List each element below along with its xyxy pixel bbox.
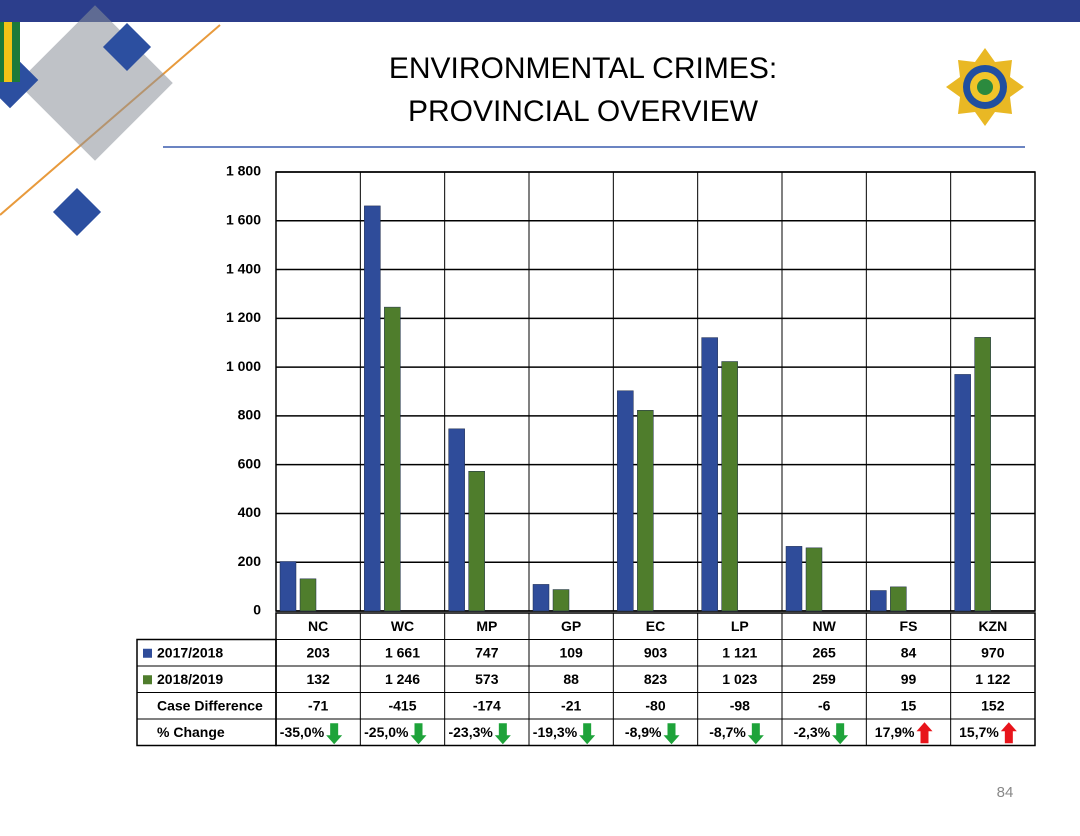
table-value: -71 bbox=[308, 697, 328, 713]
table-value: 823 bbox=[644, 671, 668, 687]
x-tick-label: LP bbox=[731, 618, 749, 634]
table-value: -2,3% bbox=[794, 724, 831, 740]
change-arrow bbox=[326, 723, 343, 745]
table-value: 1 246 bbox=[385, 671, 420, 687]
y-tick-label: 1 600 bbox=[226, 211, 261, 227]
bar bbox=[552, 589, 570, 612]
bar bbox=[299, 578, 317, 612]
change-arrow bbox=[747, 723, 764, 745]
table-value: 109 bbox=[559, 644, 583, 660]
change-arrow bbox=[1000, 722, 1017, 744]
change-arrow bbox=[663, 723, 680, 745]
x-tick-label: NW bbox=[813, 618, 837, 634]
table-value: 903 bbox=[644, 644, 668, 660]
bar bbox=[890, 586, 907, 612]
table-value: -415 bbox=[388, 697, 416, 713]
bar bbox=[637, 410, 654, 612]
table-value: -19,3% bbox=[533, 724, 578, 740]
table-value: 265 bbox=[812, 644, 836, 660]
table-value: 152 bbox=[981, 697, 1005, 713]
table-value: 259 bbox=[812, 671, 836, 687]
bar bbox=[468, 471, 485, 612]
bar bbox=[384, 306, 401, 612]
bar bbox=[701, 337, 718, 612]
table-value: 970 bbox=[981, 644, 1005, 660]
table-value: 1 661 bbox=[385, 644, 420, 660]
legend-swatch bbox=[143, 648, 152, 658]
y-tick-label: 400 bbox=[238, 504, 262, 520]
legend-label: 2017/2018 bbox=[157, 644, 223, 660]
table-value: 88 bbox=[563, 671, 579, 687]
bar bbox=[721, 361, 738, 612]
table-value: 84 bbox=[901, 644, 917, 660]
table-value: 15,7% bbox=[959, 724, 999, 740]
table-value: 1 122 bbox=[975, 671, 1010, 687]
bar bbox=[954, 374, 971, 612]
corner-logo bbox=[0, 5, 221, 237]
table-value: 99 bbox=[901, 671, 917, 687]
table-value: -8,7% bbox=[709, 724, 746, 740]
table-value: -21 bbox=[561, 697, 581, 713]
bar bbox=[448, 428, 465, 612]
chart-title: PROVINCIAL OVERVIEW bbox=[408, 95, 759, 128]
y-tick-label: 1 800 bbox=[226, 163, 261, 179]
x-tick-label: FS bbox=[900, 618, 918, 634]
page-number: 84 bbox=[997, 784, 1014, 801]
y-tick-label: 1 200 bbox=[226, 309, 261, 325]
bar bbox=[279, 561, 297, 612]
y-tick-label: 0 bbox=[253, 602, 261, 618]
plot-border bbox=[275, 171, 1036, 612]
bar bbox=[364, 205, 381, 612]
table-value: 747 bbox=[475, 644, 499, 660]
x-tick-label: EC bbox=[646, 618, 665, 634]
change-arrow bbox=[832, 723, 849, 745]
legend-label: 2018/2019 bbox=[157, 671, 223, 687]
bar bbox=[805, 547, 823, 612]
x-tick-label: GP bbox=[561, 618, 581, 634]
change-arrow bbox=[494, 723, 511, 745]
y-tick-label: 800 bbox=[238, 407, 262, 423]
change-arrow bbox=[579, 723, 596, 745]
chart-title: ENVIRONMENTAL CRIMES: bbox=[389, 52, 777, 85]
table-value: 203 bbox=[306, 644, 330, 660]
bar bbox=[974, 337, 991, 612]
y-tick-label: 1 000 bbox=[226, 358, 261, 374]
x-tick-label: WC bbox=[391, 618, 414, 634]
change-arrow bbox=[410, 723, 427, 745]
table-value: -80 bbox=[645, 697, 665, 713]
bar bbox=[532, 584, 550, 612]
table-value: 132 bbox=[306, 671, 330, 687]
table-value: 17,9% bbox=[875, 724, 915, 740]
row-label: % Change bbox=[157, 724, 225, 740]
table-value: -35,0% bbox=[280, 724, 325, 740]
table-value: 15 bbox=[901, 697, 917, 713]
table-value: -174 bbox=[473, 697, 501, 713]
table-value: -6 bbox=[818, 697, 831, 713]
table-value: -25,0% bbox=[364, 724, 409, 740]
top-band bbox=[0, 0, 1080, 22]
y-tick-label: 1 400 bbox=[226, 260, 261, 276]
x-tick-label: NC bbox=[308, 618, 328, 634]
row-label: Case Difference bbox=[157, 697, 263, 713]
table-value: 1 121 bbox=[722, 644, 757, 660]
bar bbox=[870, 590, 887, 612]
badge bbox=[946, 48, 1024, 126]
x-tick-label: KZN bbox=[978, 618, 1007, 634]
bar bbox=[617, 390, 634, 612]
y-tick-label: 600 bbox=[238, 455, 262, 471]
y-tick-label: 200 bbox=[238, 553, 262, 569]
legend-swatch bbox=[143, 675, 152, 685]
x-tick-label: MP bbox=[476, 618, 497, 634]
table-value: 1 023 bbox=[722, 671, 757, 687]
table-value: -23,3% bbox=[448, 724, 493, 740]
bar bbox=[785, 546, 803, 612]
change-arrow bbox=[916, 722, 933, 744]
table-value: -98 bbox=[730, 697, 750, 713]
table-value: -8,9% bbox=[625, 724, 662, 740]
table-value: 573 bbox=[475, 671, 499, 687]
